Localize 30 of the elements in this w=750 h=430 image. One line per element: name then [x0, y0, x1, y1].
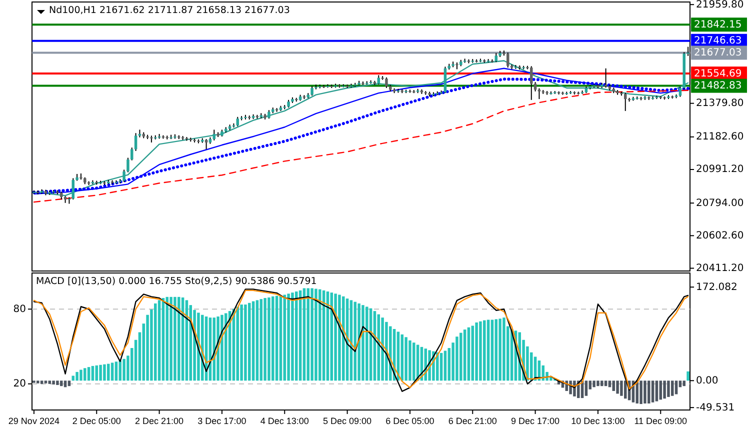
ref-line-label: 21554.69: [694, 68, 742, 80]
x-tick-label: 9 Dec 17:00: [511, 416, 560, 426]
x-tick-label: 3 Dec 17:00: [198, 416, 246, 426]
x-tick-label: 4 Dec 13:00: [260, 416, 309, 426]
y2-tick-label: 20: [13, 378, 26, 390]
x-tick-label: 6 Dec 21:00: [448, 416, 497, 426]
y-tick-label: 20794.00: [696, 198, 744, 209]
y2-tick-label: 80: [13, 304, 26, 315]
y-tick-label: 21959.80: [696, 0, 744, 10]
x-tick-label: 2 Dec 05:00: [72, 416, 121, 426]
ref-line-label: 21677.03: [694, 47, 742, 58]
x-tick-label: 6 Dec 05:00: [386, 416, 434, 426]
y-tick-label: -49.531: [696, 402, 735, 414]
y-tick-label: 20602.60: [696, 230, 744, 242]
ref-line-label: 21482.83: [694, 80, 742, 92]
y-tick-label: 172.082: [696, 282, 738, 293]
x-tick-label: 10 Dec 13:00: [571, 416, 625, 426]
y-tick-label: 21379.80: [696, 98, 744, 110]
chart-title: MACD [0](13,50) 0.000 16.755 Sto(9,2,5) 90.5386 90.5791: [36, 276, 317, 287]
ref-line-label: 21842.15: [694, 19, 742, 30]
x-tick-label: 29 Nov 2024: [8, 416, 60, 426]
y-tick-label: 0.00: [696, 375, 718, 386]
x-tick-label: 2 Dec 21:00: [135, 416, 184, 426]
chart-title: Nd100,H1 21671.62 21711.87 21658.13 21677.03: [49, 5, 290, 16]
y-tick-label: 20991.20: [696, 164, 744, 176]
x-tick-label: 5 Dec 09:00: [323, 416, 372, 426]
y-tick-label: 21182.60: [696, 132, 744, 143]
y-tick-label: 20411.20: [696, 262, 744, 274]
x-tick-label: 11 Dec 09:00: [634, 416, 688, 426]
ref-line-label: 21746.63: [694, 36, 742, 47]
